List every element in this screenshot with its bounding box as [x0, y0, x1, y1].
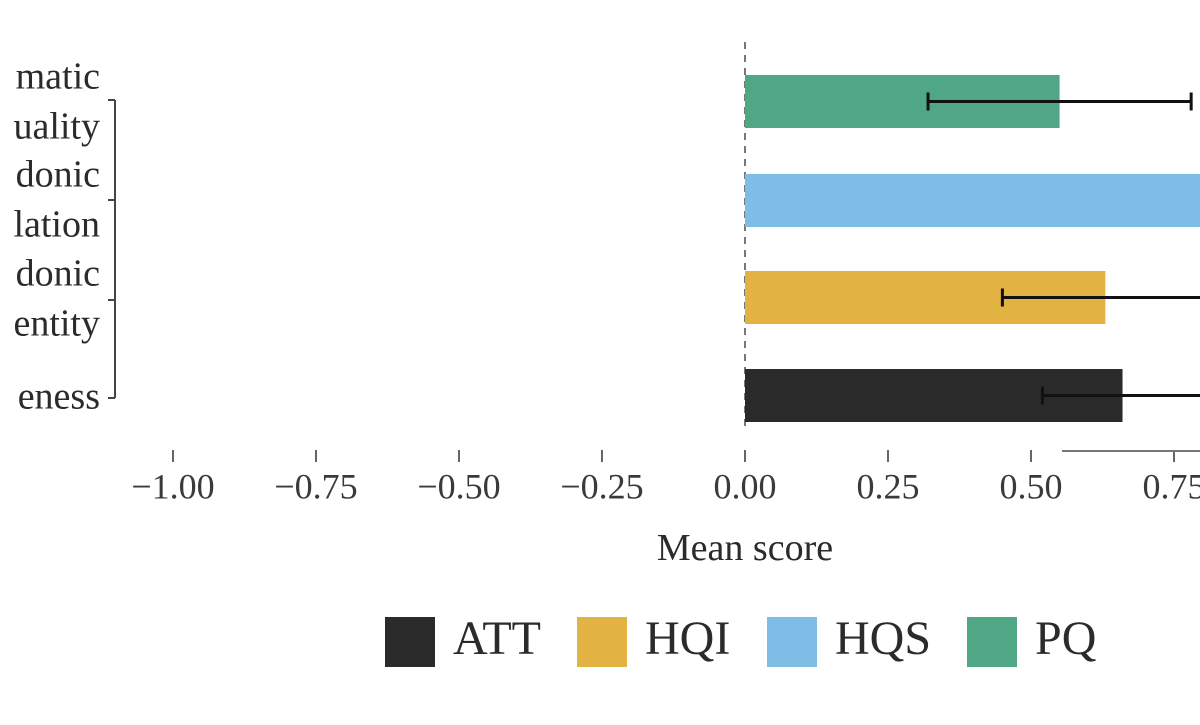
bars	[745, 75, 1200, 422]
x-axis-title: Mean score	[657, 527, 833, 569]
category-label: lation	[13, 204, 100, 246]
category-label: entity	[13, 303, 100, 345]
x-tick-label: −0.25	[560, 466, 643, 506]
legend-swatch-att	[385, 617, 435, 667]
category-brackets	[108, 99, 116, 399]
x-tick-label: 0.50	[1000, 466, 1063, 506]
x-tick-label: 0.75	[1143, 466, 1200, 506]
category-label: donic	[16, 253, 100, 295]
legend: ATT HQI HQS PQ	[385, 612, 1096, 667]
legend-label-hqi: HQI	[645, 612, 730, 665]
category-label: eness	[18, 376, 100, 418]
legend-label-hqs: HQS	[835, 612, 931, 665]
legend-label-att: ATT	[453, 612, 541, 665]
legend-label-pq: PQ	[1035, 612, 1096, 665]
error-bars	[926, 92, 1200, 405]
bar-hqs	[745, 174, 1200, 227]
x-tick-label: 0.25	[857, 466, 920, 506]
x-tick-label: −0.50	[417, 466, 500, 506]
x-tick-label: −0.75	[274, 466, 357, 506]
x-tick-label: −1.00	[131, 466, 214, 506]
category-label: donic	[16, 154, 100, 196]
category-label: matic	[16, 56, 100, 98]
x-tick-label: 0.00	[714, 466, 777, 506]
legend-swatch-hqi	[577, 617, 627, 667]
legend-swatch-pq	[967, 617, 1017, 667]
category-label: uality	[13, 106, 100, 148]
x-axis-ticks: −1.00 −0.75 −0.50 −0.25 0.00 0.25 0.50 0.75	[131, 450, 1200, 506]
legend-swatch-hqs	[767, 617, 817, 667]
category-labels: matic uality donic lation donic entity eness	[13, 56, 100, 418]
